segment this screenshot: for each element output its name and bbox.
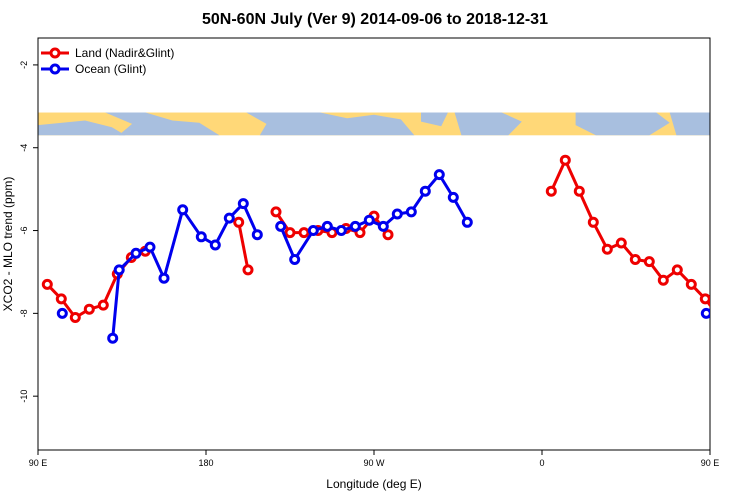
data-point (270, 206, 282, 218)
data-point (559, 154, 571, 166)
data-point (237, 198, 249, 210)
y-tick-label: -6 (19, 227, 29, 235)
data-point (177, 204, 189, 216)
x-tick-label: 180 (198, 458, 213, 468)
data-point (461, 216, 473, 228)
legend-ocean-label: Ocean (Glint) (75, 62, 146, 76)
data-point (405, 206, 417, 218)
data-point (41, 278, 53, 290)
series-layer (41, 154, 750, 344)
data-point (97, 299, 109, 311)
x-tick-label: 90 E (701, 458, 720, 468)
data-point (284, 227, 296, 239)
map-land-shapes (38, 112, 710, 136)
data-point (321, 220, 333, 232)
x-tick-label: 90 E (29, 458, 48, 468)
data-point (209, 239, 221, 251)
y-tick-label: -4 (19, 144, 29, 152)
world-map-strip (38, 112, 710, 136)
data-point (158, 272, 170, 284)
legend-ocean-marker (49, 63, 61, 75)
plot-frame (37, 37, 711, 451)
data-point (55, 293, 67, 305)
x-tick-label: 90 W (363, 458, 385, 468)
data-point (130, 247, 142, 259)
data-point (601, 243, 613, 255)
data-point (195, 231, 207, 243)
data-point (83, 303, 95, 315)
series-line (237, 222, 250, 271)
data-point (113, 264, 125, 276)
data-point (335, 225, 347, 236)
map-land-shape (38, 120, 126, 136)
map-land-shape (454, 112, 522, 136)
data-point (242, 264, 254, 276)
data-point (715, 314, 723, 322)
map-land-shape (669, 112, 710, 136)
y-tick-label: -8 (19, 309, 29, 317)
data-point (419, 185, 431, 197)
series-ocean (56, 169, 710, 344)
y-axis: -2 -4 -6 -8 -10 (19, 61, 38, 403)
data-point (307, 225, 319, 236)
data-point (107, 332, 119, 344)
data-point (433, 169, 445, 181)
data-point (289, 254, 301, 265)
data-point (298, 227, 310, 239)
y-axis-label: XCO2 - MLO trend (ppm) (1, 177, 15, 312)
series-land (41, 154, 750, 323)
data-point (587, 216, 599, 228)
data-point (573, 185, 585, 197)
data-point (447, 191, 459, 203)
x-axis-label: Longitude (deg E) (326, 477, 421, 491)
legend: Land (Nadir&Glint) Ocean (Glint) (41, 46, 174, 76)
map-land-shape (575, 112, 670, 136)
map-land-shape (105, 112, 220, 136)
data-point (275, 220, 287, 232)
data-point (545, 185, 557, 197)
data-point (629, 254, 641, 265)
data-point (363, 214, 375, 226)
y-tick-label: -2 (19, 61, 29, 69)
data-point (377, 220, 389, 232)
data-point (685, 278, 697, 290)
data-point (69, 312, 81, 323)
legend-land-label: Land (Nadir&Glint) (75, 46, 174, 60)
data-point (233, 216, 245, 228)
data-point (251, 229, 263, 241)
data-point (700, 307, 710, 319)
data-point (643, 256, 655, 268)
data-point (349, 220, 361, 232)
data-point (743, 301, 750, 309)
chart-title: 50N-60N July (Ver 9) 2014-09-06 to 2018-… (202, 11, 548, 28)
x-axis: 90 E 180 90 W 0 90 E (29, 450, 720, 468)
data-point (391, 208, 403, 220)
map-land-shape (421, 112, 448, 127)
data-point (657, 274, 669, 286)
data-point (223, 212, 235, 224)
legend-land-marker (49, 47, 61, 59)
data-point (382, 229, 394, 241)
data-point (729, 305, 737, 313)
data-point (56, 307, 68, 319)
data-point (615, 237, 627, 249)
data-point (699, 293, 710, 305)
series-line (549, 158, 710, 308)
map-land-shape (246, 112, 415, 136)
y-tick-label: -10 (19, 390, 29, 403)
data-point (671, 264, 683, 276)
x-tick-label: 0 (539, 458, 544, 468)
data-point (144, 241, 156, 253)
